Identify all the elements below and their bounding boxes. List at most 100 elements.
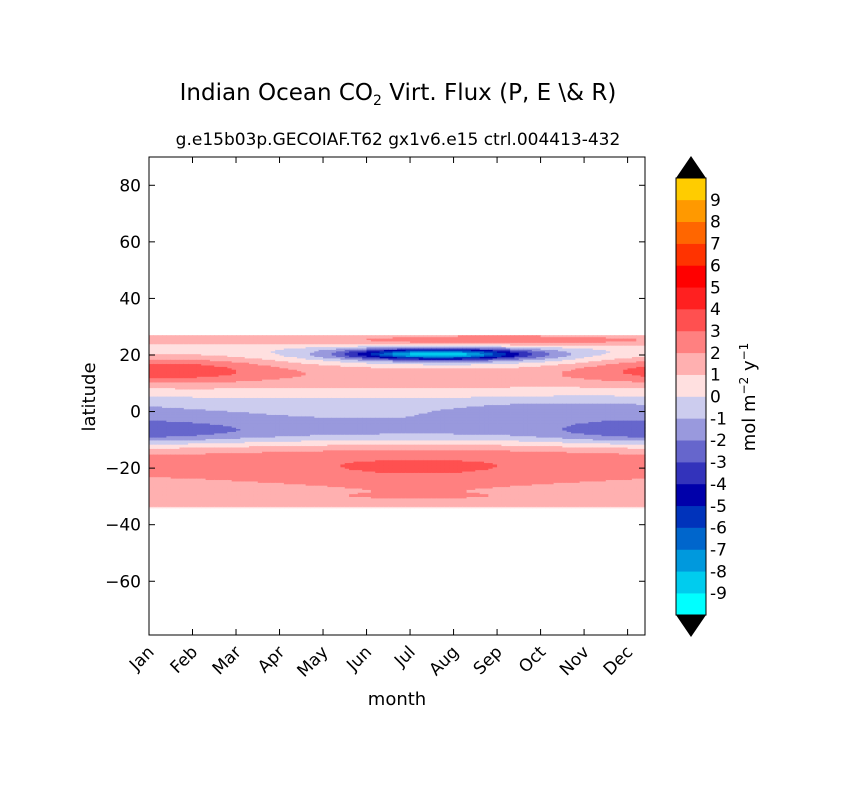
heat-cell (236, 480, 241, 483)
heat-cell (209, 465, 215, 468)
heat-cell (153, 354, 159, 357)
heat-cell (188, 493, 194, 496)
heat-cell (270, 338, 276, 341)
heat-cell (262, 364, 268, 367)
heat-cell (214, 345, 220, 348)
heat-cell (157, 438, 163, 441)
heat-cell (240, 473, 246, 476)
heat-cell (214, 500, 220, 503)
heat-cell (236, 360, 241, 363)
heat-cell (253, 414, 259, 417)
heat-cell (249, 445, 255, 448)
heat-cell (149, 362, 154, 365)
heat-cell (262, 374, 268, 377)
heat-cell (262, 404, 268, 407)
heat-cell (157, 496, 163, 499)
heat-cell (222, 371, 228, 374)
heat-cell (179, 479, 185, 482)
heat-cell (227, 340, 233, 343)
heat-cell (179, 380, 185, 383)
heat-cell (253, 412, 259, 415)
heat-cell (270, 493, 276, 496)
heat-cell (253, 346, 259, 349)
heat-cell (218, 451, 224, 454)
heat-cell (270, 349, 276, 352)
heat-cell (201, 363, 207, 366)
heat-cell (249, 462, 255, 465)
heat-cell (214, 393, 220, 396)
heat-cell (157, 338, 163, 341)
heat-cell (262, 503, 268, 506)
heat-cell (236, 466, 241, 469)
heat-cell (149, 347, 154, 350)
heat-cell (162, 357, 167, 360)
heat-cell (192, 367, 198, 370)
heat-cell (179, 339, 185, 342)
heat-cell (175, 411, 181, 414)
heat-cell (209, 441, 215, 444)
heat-cell (244, 354, 250, 357)
heat-cell (262, 343, 268, 346)
heat-cell (240, 384, 246, 387)
heat-cell (183, 362, 189, 365)
heat-cell (214, 438, 220, 441)
heat-cell (166, 448, 172, 451)
heat-cell (201, 345, 207, 348)
heat-cell (222, 499, 228, 502)
heat-cell (253, 350, 259, 353)
heat-cell (201, 377, 207, 380)
heat-cell (214, 374, 220, 377)
heat-cell (201, 463, 207, 466)
heat-cell (188, 407, 194, 410)
heat-cell (253, 473, 259, 476)
heat-cell (201, 405, 207, 408)
heat-cell (209, 388, 215, 391)
heat-cell (183, 445, 189, 448)
heat-cell (270, 468, 276, 471)
heat-cell (240, 407, 246, 410)
heat-cell (262, 480, 268, 483)
heat-cell (262, 459, 268, 462)
heat-cell (166, 455, 172, 458)
heat-cell (205, 504, 211, 507)
heat-cell (153, 490, 159, 493)
heat-cell (266, 469, 272, 472)
heat-cell (222, 496, 228, 499)
heat-cell (227, 347, 233, 350)
heat-cell (222, 427, 228, 430)
heat-cell (201, 335, 207, 338)
heat-cell (162, 343, 167, 346)
heat-cell (270, 369, 276, 372)
heat-cell (188, 417, 194, 420)
heat-cell (270, 403, 276, 406)
heat-cell (249, 374, 255, 377)
heat-cell (253, 466, 259, 469)
heat-cell (162, 506, 167, 509)
heat-cell (183, 401, 189, 404)
heat-cell (153, 466, 159, 469)
heat-cell (183, 338, 189, 341)
heat-cell (201, 441, 207, 444)
heat-cell (157, 407, 163, 410)
heat-cell (179, 357, 185, 360)
heat-cell (179, 428, 185, 431)
heat-cell (183, 472, 189, 475)
heat-cell (266, 336, 272, 339)
heat-cell (214, 486, 220, 489)
heat-cell (201, 374, 207, 377)
heat-cell (266, 456, 272, 459)
heat-cell (149, 396, 154, 399)
heat-cell (192, 363, 198, 366)
heat-cell (209, 506, 215, 509)
heat-cell (209, 453, 215, 456)
heat-cell (166, 472, 172, 475)
heat-cell (201, 393, 207, 396)
heat-cell (196, 340, 202, 343)
heat-cell (209, 478, 215, 481)
heat-cell (166, 476, 172, 479)
heat-cell (266, 349, 272, 352)
heat-cell (175, 356, 181, 359)
heat-cell (253, 494, 259, 497)
heat-cell (170, 486, 176, 489)
heat-cell (149, 414, 154, 417)
